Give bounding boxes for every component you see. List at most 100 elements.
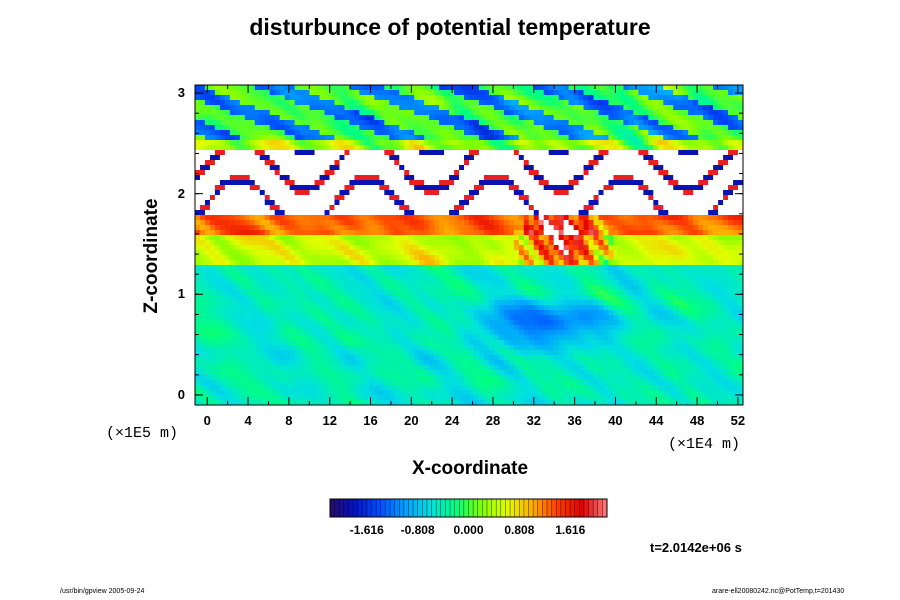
- heatmap-cell: [259, 325, 266, 331]
- heatmap-cell: [274, 270, 281, 276]
- heatmap-cell: [394, 370, 400, 376]
- heatmap-cell: [214, 335, 221, 341]
- heatmap-cell: [234, 140, 241, 146]
- heatmap-cell: [464, 200, 470, 206]
- heatmap-cell: [503, 135, 510, 141]
- heatmap-cell: [439, 125, 445, 131]
- heatmap-cell: [195, 230, 201, 236]
- heatmap-cell: [339, 240, 346, 246]
- heatmap-cell: [473, 285, 480, 291]
- heatmap-cell: [478, 395, 485, 401]
- heatmap-cell: [274, 115, 281, 121]
- heatmap-cell: [553, 170, 560, 176]
- heatmap-cell: [528, 140, 535, 146]
- heatmap-cell: [533, 230, 540, 236]
- heatmap-cell: [414, 325, 420, 331]
- heatmap-cell: [354, 165, 360, 171]
- heatmap-cell: [399, 345, 405, 351]
- heatmap-cell: [424, 155, 430, 161]
- heatmap-cell: [419, 185, 425, 191]
- heatmap-cell: [508, 240, 515, 246]
- heatmap-cell: [518, 225, 525, 231]
- heatmap-cell: [334, 290, 341, 296]
- heatmap-cell: [538, 115, 545, 121]
- heatmap-cell: [399, 220, 405, 226]
- heatmap-cell: [314, 290, 321, 296]
- heatmap-cell: [523, 385, 530, 391]
- heatmap-cell: [459, 190, 465, 196]
- heatmap-cell: [384, 395, 390, 401]
- heatmap-cell: [573, 190, 580, 196]
- heatmap-cell: [578, 110, 585, 116]
- heatmap-cell: [199, 85, 206, 91]
- heatmap-cell: [304, 135, 311, 141]
- heatmap-cell: [219, 155, 226, 161]
- heatmap-cell: [244, 120, 251, 126]
- heatmap-cell: [578, 120, 585, 126]
- heatmap-cell: [449, 235, 455, 241]
- heatmap-cell: [483, 265, 490, 271]
- heatmap-cell: [334, 225, 341, 231]
- heatmap-cell: [374, 160, 380, 166]
- heatmap-cell: [289, 325, 296, 331]
- heatmap-cell: [528, 125, 535, 131]
- heatmap-cell: [389, 225, 395, 231]
- heatmap-cell: [279, 95, 286, 101]
- heatmap-cell: [464, 300, 470, 306]
- heatmap-cell: [528, 175, 535, 181]
- heatmap-cell: [369, 335, 375, 341]
- heatmap-cell: [234, 275, 241, 281]
- heatmap-cell: [289, 115, 296, 121]
- heatmap-cell: [563, 245, 570, 251]
- heatmap-cell: [469, 235, 475, 241]
- heatmap-cell: [493, 400, 500, 405]
- heatmap-cell: [374, 250, 380, 256]
- heatmap-cell: [364, 190, 370, 196]
- heatmap-cell: [538, 95, 545, 101]
- heatmap-cell: [508, 150, 515, 156]
- heatmap-cell: [464, 175, 470, 181]
- heatmap-cell: [464, 215, 470, 221]
- heatmap-cell: [513, 380, 520, 386]
- heatmap-cell: [359, 315, 365, 321]
- heatmap-cell: [449, 340, 455, 346]
- heatmap-cell: [424, 175, 430, 181]
- heatmap-cell: [249, 300, 256, 306]
- heatmap-cell: [394, 400, 400, 405]
- heatmap-cell: [459, 215, 465, 221]
- heatmap-cell: [558, 220, 565, 226]
- heatmap-cell: [414, 390, 420, 396]
- heatmap-cell: [508, 390, 515, 396]
- heatmap-cell: [339, 395, 346, 401]
- heatmap-cell: [344, 180, 351, 186]
- heatmap-cell: [424, 285, 430, 291]
- heatmap-cell: [389, 290, 395, 296]
- heatmap-cell: [384, 230, 390, 236]
- heatmap-cell: [264, 160, 271, 166]
- heatmap-cell: [533, 215, 540, 221]
- heatmap-cell: [548, 120, 555, 126]
- heatmap-cell: [229, 340, 236, 346]
- heatmap-cell: [224, 385, 231, 391]
- heatmap-cell: [294, 170, 301, 176]
- heatmap-cell: [239, 320, 246, 326]
- heatmap-cell: [249, 345, 256, 351]
- heatmap-cell: [528, 220, 535, 226]
- heatmap-cell: [583, 90, 590, 96]
- heatmap-cell: [379, 250, 385, 256]
- heatmap-cell: [538, 205, 545, 211]
- heatmap-cell: [359, 380, 365, 386]
- heatmap-cell: [339, 210, 346, 216]
- heatmap-cell: [459, 205, 465, 211]
- heatmap-cell: [409, 185, 415, 191]
- heatmap-cell: [244, 110, 251, 116]
- heatmap-cell: [264, 360, 271, 366]
- heatmap-cell: [214, 155, 221, 161]
- heatmap-cell: [449, 305, 455, 311]
- heatmap-cell: [493, 110, 500, 116]
- heatmap-cell: [224, 120, 231, 126]
- heatmap-cell: [254, 320, 261, 326]
- heatmap-cell: [439, 235, 445, 241]
- heatmap-cell: [399, 145, 405, 151]
- heatmap-cell: [314, 120, 321, 126]
